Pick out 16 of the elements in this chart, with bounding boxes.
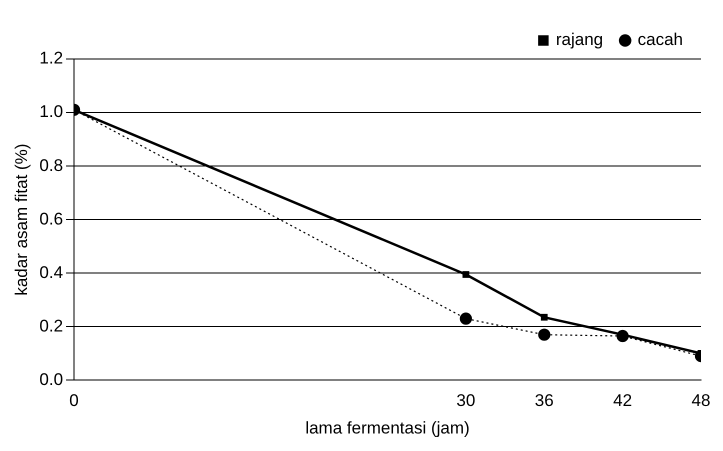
y-tick-label: 0.6 xyxy=(39,209,64,228)
y-tick-label: 0.4 xyxy=(39,262,64,282)
x-tick-label: 0 xyxy=(69,391,79,410)
x-tick-label: 48 xyxy=(692,391,710,410)
legend-label: cacah xyxy=(638,30,684,50)
y-tick-label: 1.2 xyxy=(39,48,64,68)
x-tick-label: 42 xyxy=(613,391,632,410)
y-tick-label: 0.8 xyxy=(39,156,64,175)
legend-label: rajang xyxy=(556,30,604,50)
x-tick-label: 30 xyxy=(456,391,476,410)
y-tick-label: 0.2 xyxy=(39,316,64,336)
x-tick-label: 36 xyxy=(534,391,554,410)
y-tick-label: 1.0 xyxy=(39,102,64,122)
x-axis-title: lama fermentasi (jam) xyxy=(305,418,470,438)
y-axis-title: kadar asam fitat (%) xyxy=(12,144,31,296)
y-tick-label: 0.0 xyxy=(39,370,64,389)
